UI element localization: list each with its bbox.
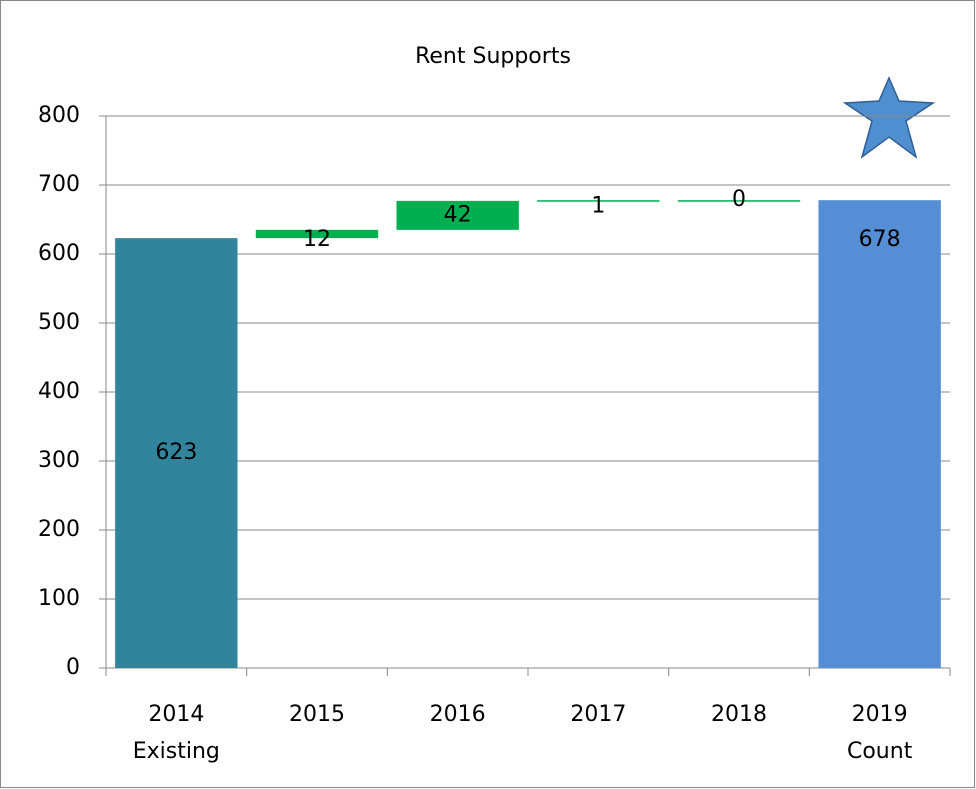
data-label: 678 bbox=[859, 227, 901, 252]
x-tick-label: Existing bbox=[133, 739, 220, 764]
data-label: 12 bbox=[303, 227, 331, 252]
x-tick-label: 2018 bbox=[711, 702, 767, 727]
y-tick-label: 300 bbox=[38, 448, 80, 473]
data-label: 623 bbox=[155, 440, 197, 465]
y-tick-label: 800 bbox=[38, 103, 80, 128]
x-tick-label: Count bbox=[847, 739, 913, 764]
x-tick-label: 2017 bbox=[570, 702, 626, 727]
bar bbox=[115, 238, 238, 668]
bar bbox=[396, 200, 519, 230]
y-tick-label: 0 bbox=[66, 655, 80, 680]
star-icon bbox=[842, 76, 936, 159]
bar bbox=[255, 229, 379, 239]
y-tick-label: 200 bbox=[38, 517, 80, 542]
data-label: 0 bbox=[732, 187, 746, 212]
x-tick-label: 2014 bbox=[148, 702, 204, 727]
bar bbox=[677, 200, 801, 202]
x-tick-label: 2016 bbox=[430, 702, 486, 727]
bar bbox=[537, 200, 660, 202]
chart-title: Rent Supports bbox=[415, 44, 571, 69]
x-tick-label: 2019 bbox=[852, 702, 908, 727]
x-tick-label: 2015 bbox=[289, 702, 345, 727]
y-tick-label: 700 bbox=[38, 172, 80, 197]
y-tick-label: 600 bbox=[38, 241, 80, 266]
data-label: 1 bbox=[591, 194, 605, 219]
bar bbox=[818, 200, 941, 668]
data-label: 42 bbox=[444, 202, 472, 227]
y-tick-label: 500 bbox=[38, 310, 80, 335]
y-tick-label: 100 bbox=[38, 586, 80, 611]
y-tick-label: 400 bbox=[38, 379, 80, 404]
